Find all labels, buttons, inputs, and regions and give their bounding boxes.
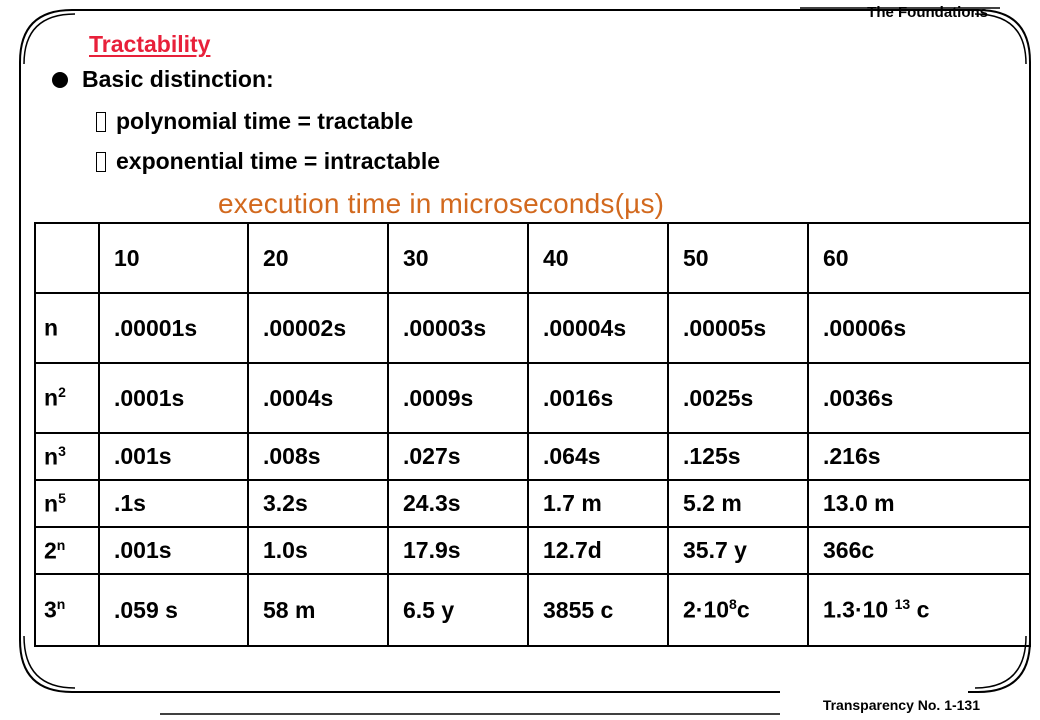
row-label: n2 (34, 362, 100, 434)
table-cell: 58 m (247, 573, 389, 647)
table-cell: .001s (98, 526, 249, 575)
table-cell: 1.0s (247, 526, 389, 575)
header-cell: 30 (387, 222, 529, 294)
table-cell: 13.0 m (807, 479, 1031, 528)
table-row: 3n .059 s 58 m 6.5 y 3855 c 2·108c 1.3·1… (34, 573, 1031, 647)
bullet-dot-icon (52, 71, 68, 88)
table-cell: .0004s (247, 362, 389, 434)
header-cell: 10 (98, 222, 249, 294)
table-cell: .00004s (527, 292, 669, 364)
table-cell: 12.7d (527, 526, 669, 575)
row-label: n (34, 292, 100, 364)
table-row: n5 .1s 3.2s 24.3s 1.7 m 5.2 m 13.0 m (34, 479, 1031, 528)
table-cell: .0009s (387, 362, 529, 434)
table-cell: 366c (807, 526, 1031, 575)
table-cell: .059 s (98, 573, 249, 647)
section-label: The Foundations (867, 4, 988, 21)
table-cell: .064s (527, 432, 669, 481)
sub-bullet-exponential: exponential time = intractable (96, 148, 440, 175)
bullet-text: Basic distinction: (82, 66, 274, 92)
table-row: 2n .001s 1.0s 17.9s 12.7d 35.7 y 366c (34, 526, 1031, 575)
sub-bullet-polynomial: polynomial time = tractable (96, 108, 413, 135)
slide-title: Tractability (89, 31, 211, 57)
header-cell (34, 222, 100, 294)
table-cell: .125s (667, 432, 809, 481)
table-caption: execution time in microseconds(µs) (218, 188, 665, 219)
table-cell: .001s (98, 432, 249, 481)
table-cell: 6.5 y (387, 573, 529, 647)
table-cell: .00006s (807, 292, 1031, 364)
table-cell: .216s (807, 432, 1031, 481)
table-cell: .027s (387, 432, 529, 481)
table-row: n2 .0001s .0004s .0009s .0016s .0025s .0… (34, 362, 1031, 434)
row-label: n3 (34, 432, 100, 481)
table-header-row: 10 20 30 40 50 60 (34, 222, 1031, 294)
table-row: n .00001s .00002s .00003s .00004s .00005… (34, 292, 1031, 364)
execution-time-table: 10 20 30 40 50 60 n .00001s .00002s .000… (34, 222, 1031, 647)
table-cell: .0036s (807, 362, 1031, 434)
header-cell: 60 (807, 222, 1031, 294)
table-cell: .00001s (98, 292, 249, 364)
header-cell: 50 (667, 222, 809, 294)
table-cell: .008s (247, 432, 389, 481)
missing-glyph-icon (96, 111, 106, 132)
table-cell: 1.7 m (527, 479, 669, 528)
table-cell: 3855 c (527, 573, 669, 647)
table-cell: 1.3·10 13 c (807, 573, 1031, 647)
header-cell: 20 (247, 222, 389, 294)
table-row: n3 .001s .008s .027s .064s .125s .216s (34, 432, 1031, 481)
row-label: 2n (34, 526, 100, 575)
bullet-basic: Basic distinction: (52, 66, 274, 93)
table-cell: .00003s (387, 292, 529, 364)
table-cell: 24.3s (387, 479, 529, 528)
table-cell: .0001s (98, 362, 249, 434)
sub-bullet-text: exponential time = intractable (116, 148, 441, 174)
header-cell: 40 (527, 222, 669, 294)
table-cell: .0025s (667, 362, 809, 434)
table-cell: .1s (98, 479, 249, 528)
table-cell: 3.2s (247, 479, 389, 528)
table-cell: .0016s (527, 362, 669, 434)
missing-glyph-icon (96, 151, 106, 172)
table-cell: .00005s (667, 292, 809, 364)
row-label: n5 (34, 479, 100, 528)
table-cell: 5.2 m (667, 479, 809, 528)
sub-bullet-text: polynomial time = tractable (116, 108, 414, 134)
transparency-number: Transparency No. 1-131 (822, 697, 980, 713)
table-cell: 17.9s (387, 526, 529, 575)
table-cell: .00002s (247, 292, 389, 364)
table-cell: 2·108c (667, 573, 809, 647)
table-cell: 35.7 y (667, 526, 809, 575)
row-label: 3n (34, 573, 100, 647)
